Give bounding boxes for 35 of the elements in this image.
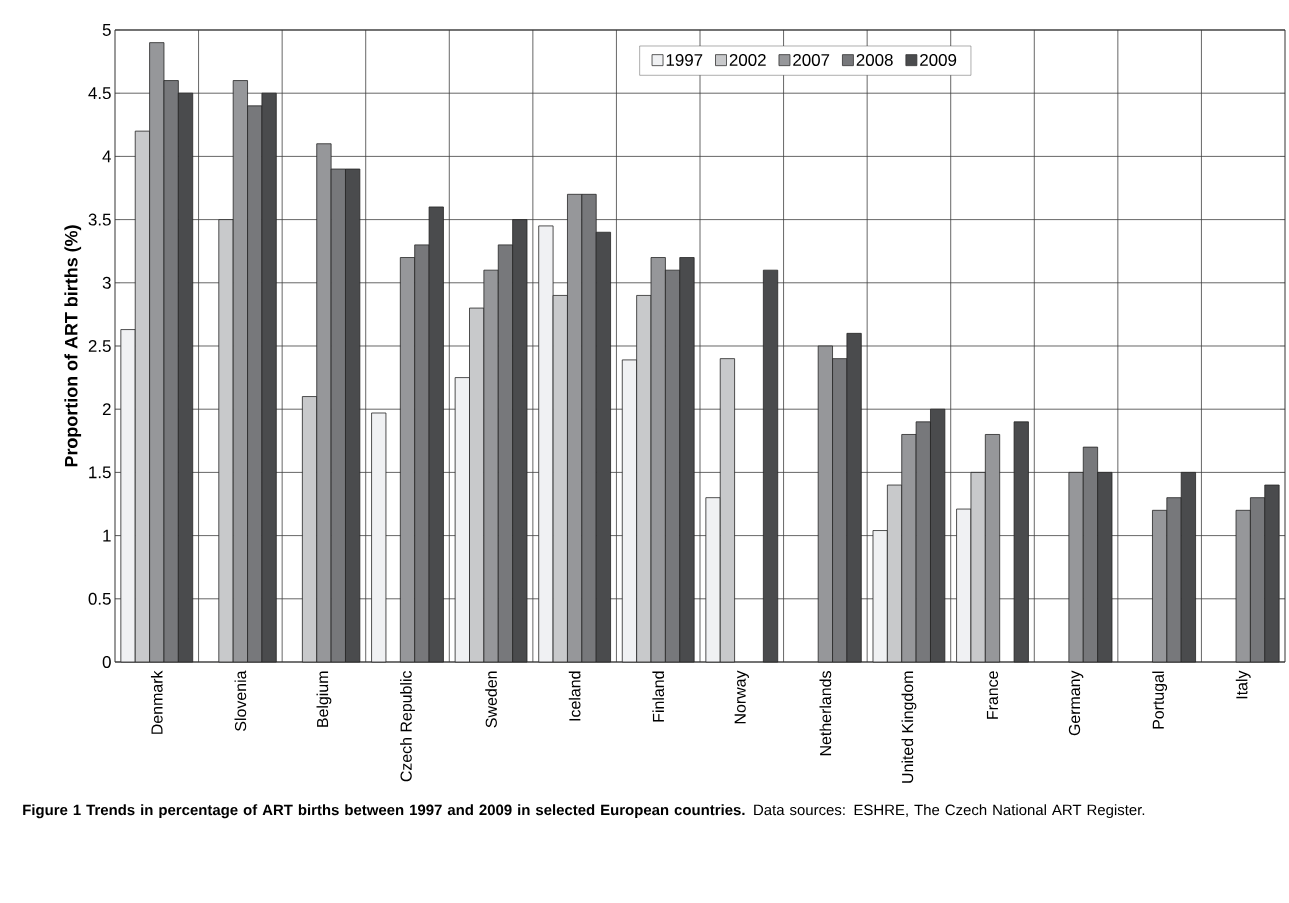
x-tick-label: Czech Republic <box>400 670 415 782</box>
x-tick-label: Portugal <box>1152 671 1168 729</box>
y-axis-title: Proportion of ART births (%) <box>64 225 82 467</box>
y-tick-label: 1 <box>103 529 111 542</box>
y-tick-label: 2 <box>102 403 111 416</box>
x-tick-label: Denmark <box>150 670 163 734</box>
x-tick-label: France <box>986 671 999 719</box>
legend-label: 2008 <box>856 53 893 66</box>
legend-label: 2009 <box>920 53 957 66</box>
legend-label: 2002 <box>729 53 766 66</box>
y-tick-label: 3.5 <box>88 213 111 226</box>
y-tick-label: 0.5 <box>88 592 111 605</box>
x-tick-label: Norway <box>734 670 749 724</box>
x-tick-label: Finland <box>652 671 665 722</box>
y-tick-label: 4 <box>102 150 111 163</box>
legend-label: 2007 <box>793 53 830 66</box>
x-tick-label: Italy <box>1235 670 1251 699</box>
x-tick-label: Iceland <box>568 671 581 721</box>
legend-label: 1997 <box>666 53 703 66</box>
x-tick-label: Sweden <box>485 671 497 728</box>
x-tick-label: Netherlands <box>819 671 832 756</box>
bar <box>371 412 387 663</box>
text: Figure 1 Trends in percentage of ART births between 1997 and 2009 in selected European countries. Data sources: ESHRE, The Czech National ART Register. <box>23 804 1145 819</box>
y-tick-label: 4.5 <box>88 87 111 100</box>
x-tick-label: Belgium <box>316 671 332 727</box>
y-tick-label: 2.5 <box>88 340 111 352</box>
x-tick-label: United Kingdom <box>901 671 917 783</box>
y-tick-label: 0 <box>102 656 111 668</box>
x-tick-label: Germany <box>1068 670 1084 736</box>
bar <box>1013 421 1029 663</box>
bar <box>762 269 779 663</box>
y-tick-label: 3 <box>102 276 111 289</box>
y-tick-label: 5 <box>102 24 111 36</box>
x-tick-label: Slovenia <box>234 670 247 731</box>
y-tick-label: 1.5 <box>89 466 111 479</box>
